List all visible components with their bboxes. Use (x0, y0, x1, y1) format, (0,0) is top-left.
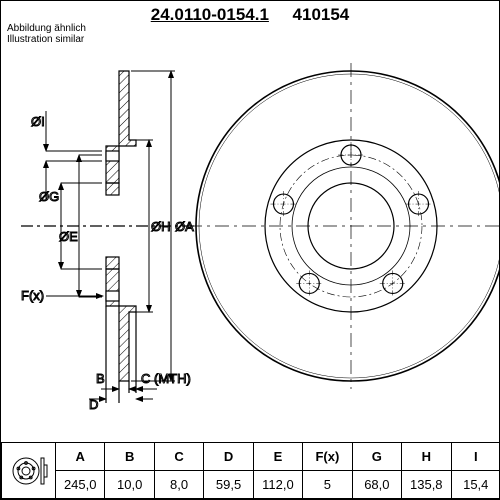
col-header: H (402, 443, 451, 471)
col-header: I (451, 443, 500, 471)
label-E: ØE (59, 229, 78, 244)
col-value: 8,0 (154, 471, 203, 499)
disc-icon (8, 450, 50, 492)
side-view (21, 71, 196, 403)
col-value: 10,0 (105, 471, 154, 499)
part-number: 24.0110-0154.1 (151, 5, 269, 24)
col-value: 68,0 (352, 471, 401, 499)
header: 24.0110-0154.1 410154 (151, 5, 350, 25)
col-header: C (154, 443, 203, 471)
col-header: B (105, 443, 154, 471)
front-view (188, 63, 500, 389)
dimension-table: ABCDEF(x)GHI 245,010,08,059,5112,0568,01… (1, 442, 500, 499)
col-header: A (56, 443, 105, 471)
label-I: ØI (31, 114, 45, 129)
col-value: 245,0 (56, 471, 105, 499)
note-line-1: Abbildung ähnlich (7, 23, 86, 34)
label-F: F(x) (21, 288, 44, 303)
label-H: ØH (151, 219, 171, 234)
col-value: 59,5 (204, 471, 253, 499)
label-G: ØG (39, 189, 59, 204)
thumbnail-cell (2, 443, 56, 499)
col-header: D (204, 443, 253, 471)
label-D: D (89, 397, 98, 411)
label-C: C (MTH) (141, 371, 191, 386)
technical-diagram: ØI ØG ØE ØH ØA F(x) B C (MTH) (1, 41, 500, 411)
alt-number: 410154 (293, 5, 350, 24)
col-value: 112,0 (253, 471, 302, 499)
label-B: B (96, 371, 105, 386)
col-value: 15,4 (451, 471, 500, 499)
col-value: 135,8 (402, 471, 451, 499)
col-header: E (253, 443, 302, 471)
col-value: 5 (303, 471, 352, 499)
label-A: ØA (175, 219, 194, 234)
col-header: F(x) (303, 443, 352, 471)
col-header: G (352, 443, 401, 471)
